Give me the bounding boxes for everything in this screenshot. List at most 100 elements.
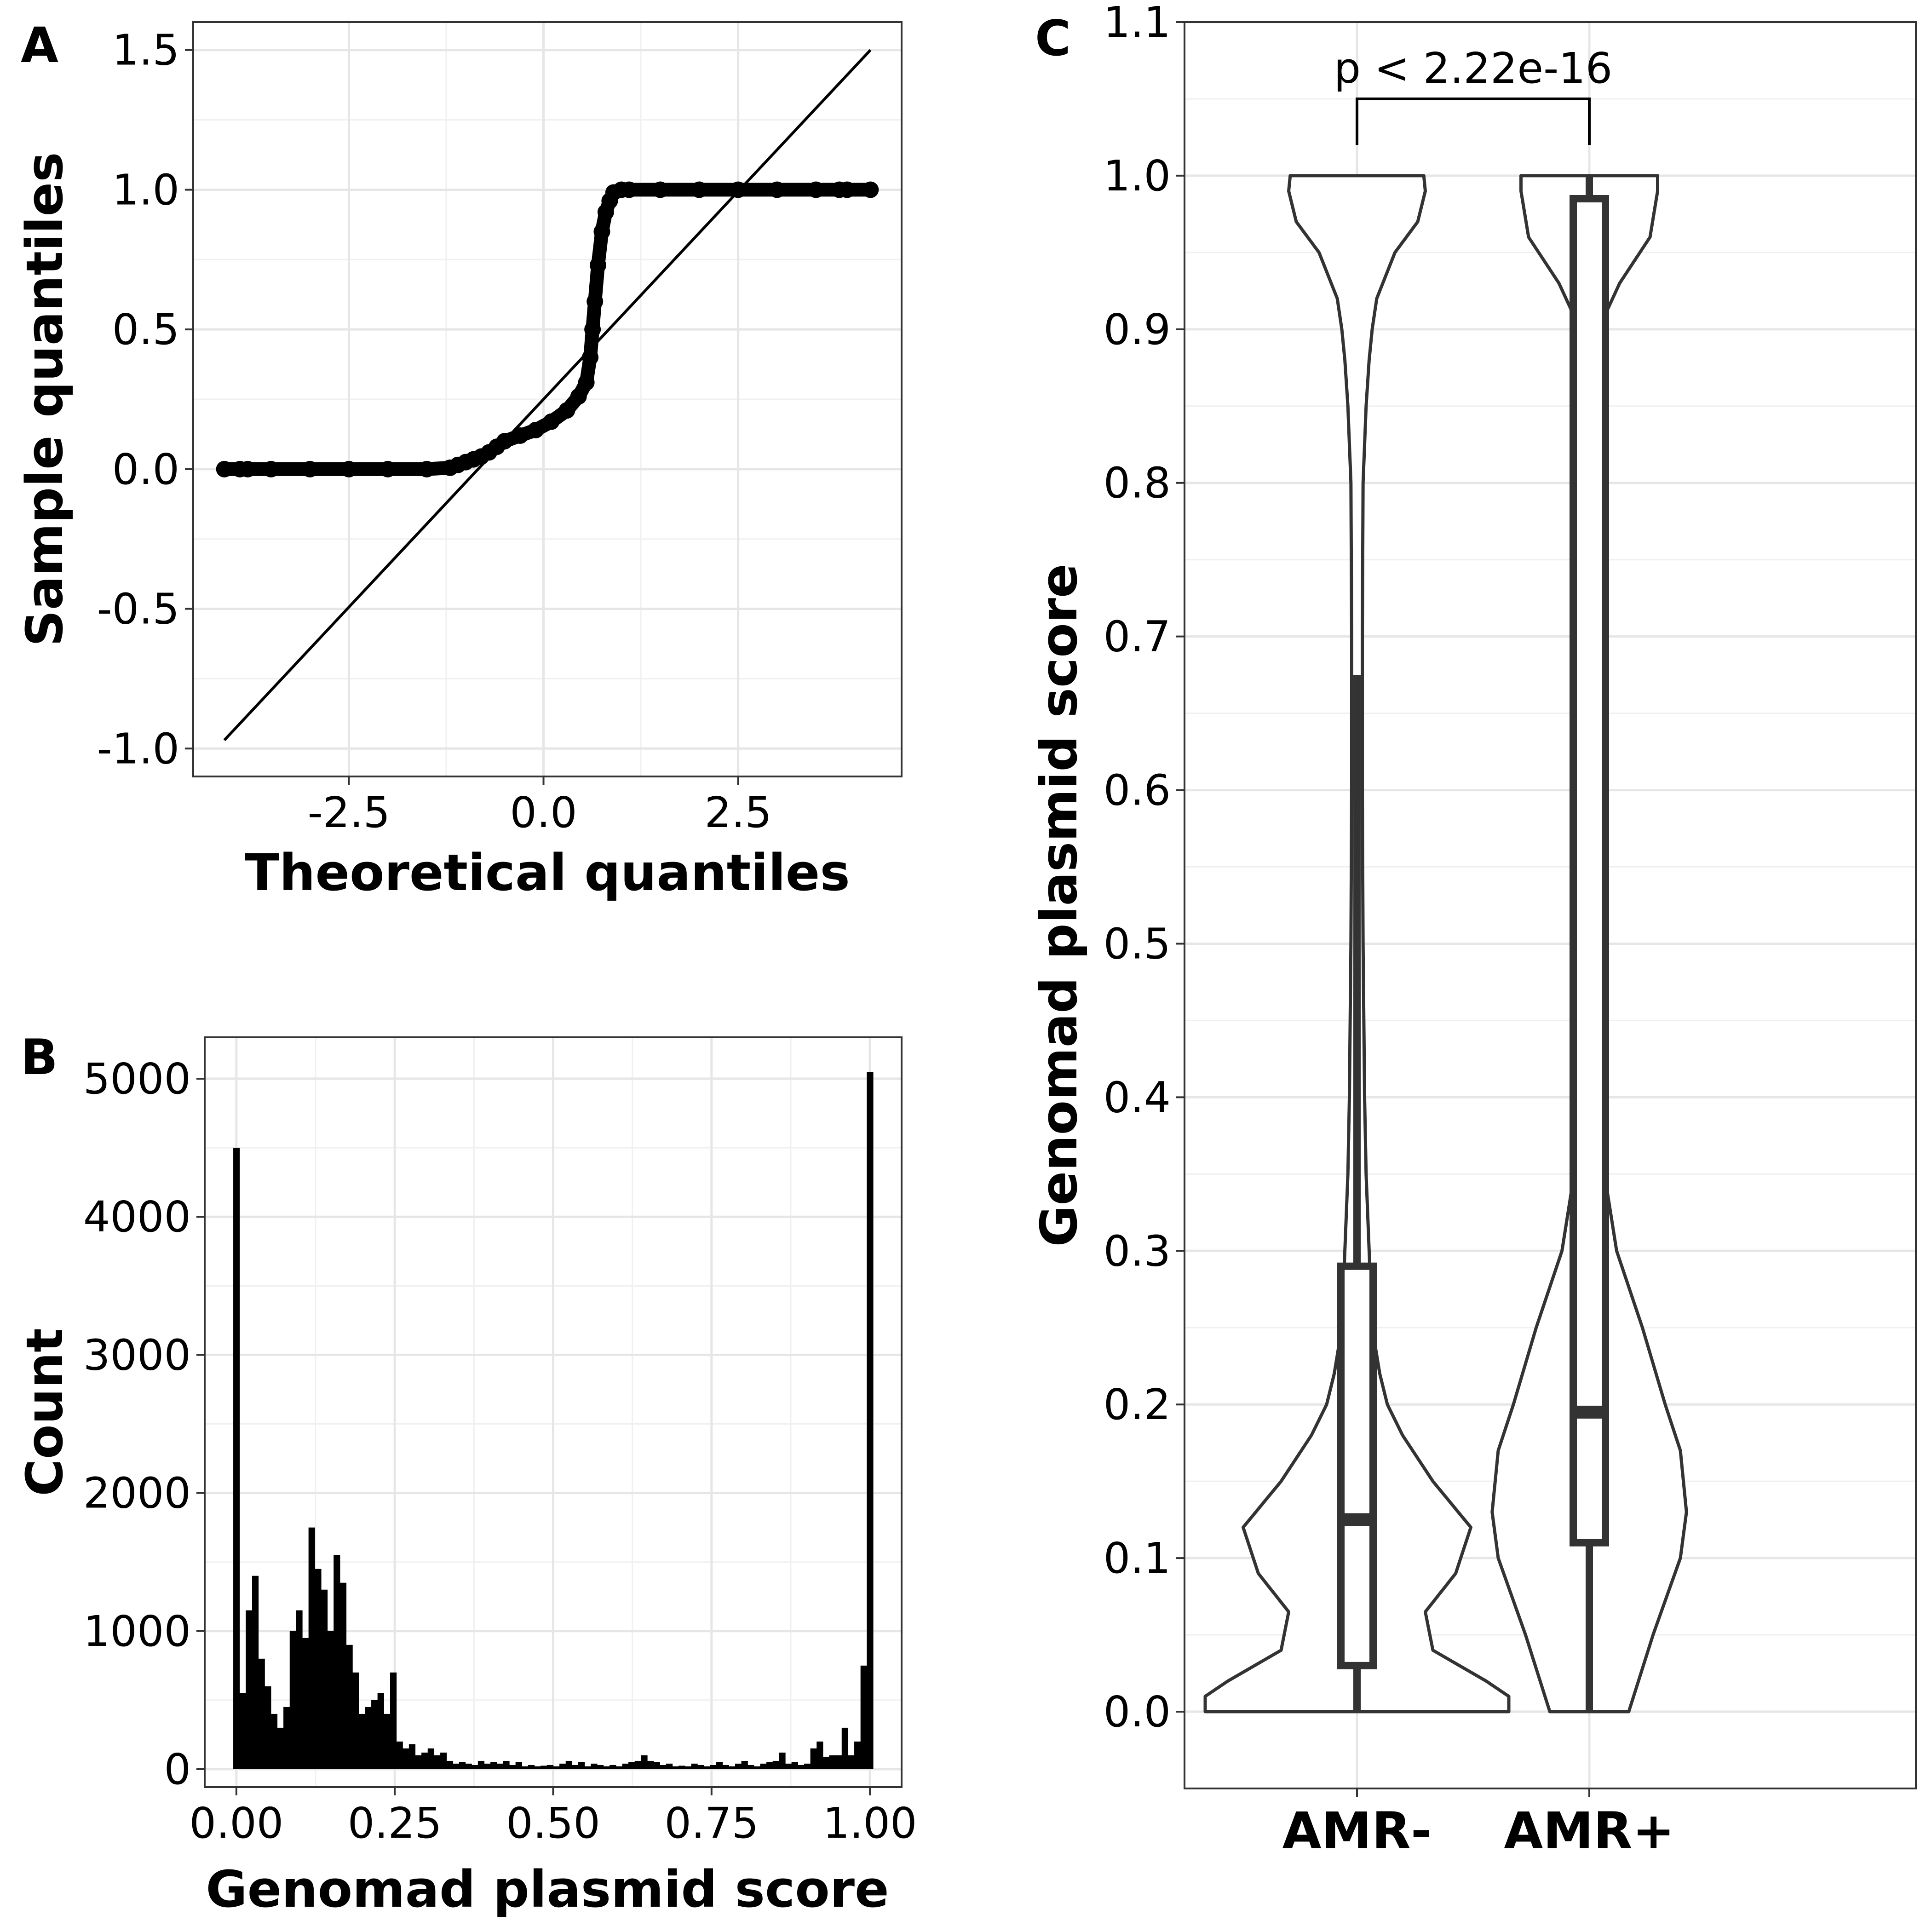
panel-b-bar [490, 1762, 497, 1769]
panel-b-bar [384, 1714, 391, 1769]
panel-b-bar [434, 1755, 441, 1769]
panel-b-x-tick-label: 1.00 [823, 1799, 917, 1848]
panel-b-bar [678, 1765, 685, 1769]
panel-b-bar [283, 1707, 290, 1769]
panel-b-bar [829, 1755, 836, 1769]
panel-a-point [340, 460, 357, 477]
panel-c-y-tick-label: 0.9 [1104, 305, 1171, 354]
panel-b-bar [741, 1760, 748, 1769]
panel-b-bar [377, 1693, 384, 1769]
panel-b-bar [352, 1672, 359, 1769]
panel-b-bar [854, 1741, 861, 1769]
panel-b-y-tick-label: 5000 [83, 1054, 191, 1104]
panel-b-bar [684, 1766, 692, 1769]
panel-b-bar [540, 1765, 547, 1769]
panel-b-bar [496, 1763, 504, 1769]
panel-a-point [593, 223, 610, 240]
panel-b-bar [408, 1744, 416, 1769]
panel-c-y-tick-label: 0.4 [1104, 1073, 1171, 1122]
panel-b-histogram: B 0.00 0.25 0.50 0.75 1.00 0 1000 2000 3000 4000… [15, 1029, 917, 1919]
panel-b-bar [546, 1765, 554, 1769]
panel-b-bar [810, 1748, 817, 1769]
panel-a-qq-plot: A -2.5 0.0 2.5 -1.0 -0.5 0.0 0.5 1.0 1.5 Theore… [15, 17, 903, 902]
panel-c-y-tick-label: 0.7 [1104, 612, 1171, 661]
panel-a-y-tick-label: -0.5 [97, 585, 179, 634]
panel-b-bar [365, 1707, 372, 1769]
panel-a-y-tick-label: 0.5 [112, 305, 179, 354]
panel-c-y-tick-label: 1.0 [1104, 151, 1171, 201]
panel-b-bar [578, 1762, 585, 1769]
panel-b-y-tick-label: 4000 [83, 1192, 191, 1242]
panel-a-point [496, 433, 513, 450]
panel-b-bar [239, 1693, 246, 1769]
panel-b-bar [515, 1762, 522, 1769]
panel-b-bar [346, 1644, 353, 1769]
panel-b-bar [296, 1610, 303, 1769]
panel-b-bar [371, 1700, 378, 1769]
panel-b-bar [735, 1763, 742, 1769]
panel-b-x-tick-label: 0.25 [348, 1799, 442, 1848]
panel-a-point [769, 181, 786, 198]
panel-a-point [621, 181, 638, 198]
panel-b-bar [427, 1748, 435, 1769]
panel-c-y-tick-label: 1.1 [1104, 0, 1171, 47]
panel-a-point [584, 321, 601, 338]
panel-b-bar [610, 1765, 616, 1769]
panel-b-bar [484, 1763, 491, 1769]
panel-b-bar [252, 1576, 259, 1769]
panel-b-bar [289, 1631, 297, 1769]
panel-a-y-axis-label: Sample quantiles [15, 152, 74, 646]
panel-b-bar [572, 1765, 579, 1769]
panel-b-x-axis-label: Genomad plasmid score [206, 1860, 889, 1919]
panel-a-point [839, 181, 856, 198]
panel-a-point [590, 257, 606, 274]
panel-a-point [652, 181, 669, 198]
panel-b-bar [772, 1760, 780, 1769]
panel-a-y-tick-label: 0.0 [112, 445, 179, 494]
panel-b-y-tick-label: 0 [164, 1745, 191, 1794]
panel-b-bar [565, 1760, 573, 1769]
panel-c-box [1337, 1262, 1377, 1669]
panel-letter-c: C [1035, 10, 1071, 67]
panel-b-bar [760, 1763, 767, 1769]
panel-b-bar [528, 1765, 535, 1769]
panel-b-bar [860, 1665, 867, 1769]
panel-c-y-tick-label: 0.5 [1104, 919, 1171, 968]
panel-a-point [807, 181, 824, 198]
panel-c-x-tick-label: AMR+ [1504, 1801, 1674, 1860]
panel-c-y-tick-label: 0.6 [1104, 766, 1171, 815]
panel-b-bar [722, 1765, 729, 1769]
panel-c-y-tick-label: 0.1 [1104, 1534, 1171, 1583]
panel-b-bar [503, 1760, 510, 1769]
panel-c-y-axis-label: Genomad plasmid score [1029, 564, 1088, 1247]
panel-b-bar [660, 1765, 667, 1769]
panel-a-point [512, 427, 529, 444]
panel-a-point [239, 460, 256, 477]
panel-b-x-tick-label: 0.50 [506, 1799, 600, 1848]
panel-b-bar [327, 1631, 334, 1769]
panel-b-bar [465, 1763, 472, 1769]
panel-b-bar [522, 1766, 529, 1769]
panel-b-bar [822, 1756, 830, 1769]
panel-b-bar [666, 1763, 673, 1769]
panel-b-bar [753, 1766, 761, 1769]
panel-b-bar [841, 1727, 849, 1769]
panel-b-bar [440, 1752, 447, 1769]
panel-a-point [578, 374, 595, 391]
panel-c-y-tick-label: 0.3 [1104, 1226, 1171, 1276]
panel-a-point [418, 460, 435, 477]
panel-a-point [301, 460, 318, 477]
panel-b-x-tick-label: 0.75 [664, 1799, 759, 1848]
panel-b-bar [246, 1610, 253, 1769]
panel-a-y-tick-label: 1.5 [112, 26, 179, 75]
panel-b-bar [647, 1760, 654, 1769]
panel-b-bar [729, 1766, 736, 1769]
panel-a-point [263, 460, 280, 477]
panel-b-bar [358, 1714, 366, 1769]
panel-b-bar [710, 1765, 717, 1769]
panel-a-y-tick-label: 1.0 [112, 165, 179, 214]
panel-a-point-band [217, 183, 878, 476]
panel-b-bar [835, 1755, 842, 1769]
panel-a-x-axis-label: Theoretical quantiles [245, 843, 850, 902]
